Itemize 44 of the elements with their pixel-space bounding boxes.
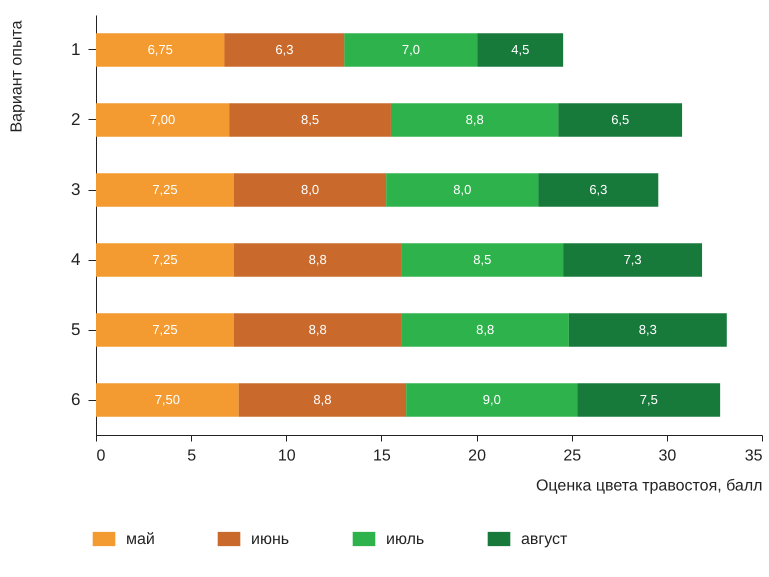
data-label: 8,0 [301,182,320,197]
data-label: 8,3 [638,322,657,337]
x-tick-label: 15 [373,448,391,464]
x-tick-label: 35 [744,448,763,464]
data-label: 7,25 [152,252,178,267]
data-label: 8,8 [308,252,327,267]
data-label: 9,0 [482,392,501,407]
legend-label: май [126,531,155,548]
x-axis-title: Оценка цвета травостоя, балл [536,478,762,494]
data-label: 8,8 [466,112,484,127]
y-tick-label: 5 [71,320,80,339]
legend-label: июль [386,531,424,548]
data-label: 7,50 [154,392,180,407]
x-tick-label: 5 [187,448,196,464]
y-tick-label: 6 [71,390,80,409]
x-tick-label: 20 [468,448,486,464]
data-label: 6,3 [275,42,294,57]
y-axis-title: Вариант опыта [8,20,26,133]
data-label: 8,5 [473,252,492,267]
x-tick-label: 10 [278,448,296,464]
data-label: 4,5 [511,42,530,57]
data-label: 8,8 [308,322,327,337]
data-label: 8,8 [476,322,494,337]
x-tick-label: 30 [658,448,676,464]
legend-label: август [521,531,568,548]
data-label: 6,75 [148,42,173,57]
y-tick-label: 1 [71,40,80,59]
x-tick-label: 25 [563,448,582,464]
data-label: 6,3 [589,182,608,197]
y-tick-label: 3 [71,180,80,199]
data-label: 6,5 [611,112,630,127]
data-label: 7,25 [152,322,178,337]
data-label: 7,0 [402,42,420,57]
y-tick-label: 4 [71,250,80,269]
data-label: 8,8 [313,392,332,407]
legend-label: июнь [251,531,290,548]
data-label: 8,5 [301,112,320,127]
y-tick-label: 2 [71,110,80,129]
data-label: 7,25 [152,182,178,197]
data-label: 7,5 [640,392,658,407]
data-label: 7,3 [624,252,642,267]
data-label: 7,00 [150,112,176,127]
data-label: 8,0 [453,182,472,197]
x-tick-label: 0 [96,448,106,464]
